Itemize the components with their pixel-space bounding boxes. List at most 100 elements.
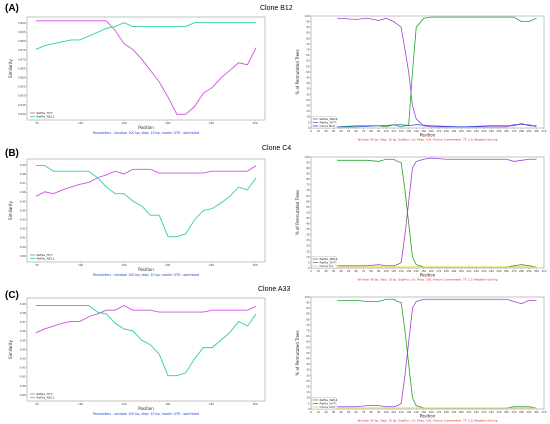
y-tick-label: 40 — [306, 222, 310, 226]
y-tick-label: 70 — [306, 48, 310, 52]
x-tick-label: 80 — [369, 129, 373, 133]
B-bootscan-chart: 0510152025303540455055606570758085909510… — [295, 155, 547, 278]
right-params-caption: Window: 90 bp, Step: 10 bp, GapProc: On,… — [358, 138, 498, 142]
x-tick-label: 20 — [324, 129, 328, 133]
x-tick-label: 90 — [377, 129, 381, 133]
x-tick-label: 290 — [526, 269, 531, 273]
y-tick-label: 35 — [306, 227, 310, 231]
legend-label: RefSe_NZL1 — [37, 115, 55, 119]
y-tick-label: 0.950 — [18, 94, 26, 98]
y-tick-label: 40 — [306, 81, 310, 85]
series-line-refse-h77 — [337, 157, 537, 267]
y-tick-label: 45 — [306, 216, 310, 220]
x-tick-label: 240 — [489, 129, 494, 133]
y-tick-label: 100 — [305, 155, 310, 159]
x-tick-label: 170 — [436, 410, 441, 414]
x-tick-label: 310 — [542, 410, 547, 414]
x-tick-label: 230 — [481, 129, 486, 133]
x-tick-label: 100 — [78, 402, 83, 406]
legend-label: RefSe_H77 — [320, 261, 336, 265]
y-tick-label: 0.93 — [20, 357, 26, 361]
legend-label: RefSe_H77 — [37, 111, 53, 115]
x-tick-label: 160 — [429, 269, 434, 273]
x-tick-label: 170 — [436, 269, 441, 273]
y-tick-label: 100 — [305, 295, 310, 299]
right-params-caption: Window: 90 bp, Step: 10 bp, GapProc: On,… — [358, 278, 498, 282]
x-tick-label: 200 — [459, 269, 464, 273]
legend-label: RefSe_NZL1 — [37, 257, 55, 261]
x-tick-label: 0 — [310, 129, 312, 133]
y-tick-label: 35 — [306, 87, 310, 91]
x-tick-label: 180 — [444, 410, 449, 414]
x-tick-label: 220 — [474, 269, 479, 273]
y-tick-label: 80 — [306, 36, 310, 40]
y-tick-label: 50 — [306, 351, 310, 355]
y-tick-label: 55 — [306, 64, 310, 68]
y-tick-label: 0.955 — [18, 85, 26, 89]
y-tick-label: 35 — [306, 368, 310, 372]
y-tick-label: 0.94 — [20, 208, 26, 212]
x-tick-label: 180 — [444, 129, 449, 133]
x-tick-label: 40 — [339, 129, 343, 133]
y-tick-label: 10 — [306, 396, 310, 400]
x-tick-label: 30 — [332, 410, 336, 414]
x-tick-label: 150 — [421, 269, 426, 273]
y-tick-label: 0.96 — [20, 190, 26, 194]
x-tick-label: 240 — [489, 269, 494, 273]
y-tick-label: 0.99 — [20, 163, 26, 167]
x-tick-label: 200 — [459, 129, 464, 133]
clone-title-c: Clone A33 — [258, 286, 291, 293]
x-tick-label: 190 — [451, 269, 456, 273]
y-tick-label: 0.91 — [20, 375, 26, 379]
x-tick-label: 100 — [78, 121, 83, 125]
y-tick-label: 0.940 — [18, 112, 26, 116]
y-axis-title: Similarity — [8, 200, 13, 220]
y-tick-label: 45 — [306, 357, 310, 361]
x-tick-label: 150 — [421, 129, 426, 133]
y-tick-label: 80 — [306, 177, 310, 181]
x-tick-label: 160 — [429, 129, 434, 133]
legend-box — [311, 256, 337, 269]
x-tick-label: 120 — [399, 269, 404, 273]
x-tick-label: 40 — [339, 410, 343, 414]
x-tick-label: 90 — [377, 269, 381, 273]
y-tick-label: 0.98 — [20, 172, 26, 176]
x-axis-title: Position — [420, 273, 436, 278]
series-line-refse-h77 — [35, 304, 257, 334]
y-tick-label: 95 — [306, 20, 310, 24]
x-tick-label: 60 — [354, 269, 358, 273]
x-tick-label: 50 — [347, 410, 351, 414]
y-tick-label: 0.965 — [18, 66, 26, 70]
y-tick-label: 0.990 — [18, 21, 26, 25]
B-similarity-chart: 0.99 0.98 0.97 0.96 0.95 0.94 0.93 0.92 0.91 0.90… — [8, 158, 266, 272]
panel-letter-b: (B) — [5, 148, 19, 159]
x-tick-label: 290 — [526, 129, 531, 133]
x-tick-label: 180 — [444, 269, 449, 273]
x-tick-label: 120 — [399, 410, 404, 414]
series-line-refse-h77 — [337, 298, 537, 408]
left-params-caption: Parameters - window: 100 bp, step: 10 bp… — [93, 412, 199, 416]
legend-label: RefSe_H77 — [320, 121, 336, 125]
x-tick-label: 220 — [474, 410, 479, 414]
x-tick-label: 250 — [496, 410, 501, 414]
y-tick-label: 0 — [308, 126, 310, 130]
legend-label: RefSe_NZL1 — [320, 398, 338, 402]
y-tick-label: 10 — [306, 115, 310, 119]
x-tick-label: 240 — [489, 410, 494, 414]
y-tick-label: 0.985 — [18, 30, 26, 34]
x-tick-label: 50 — [35, 263, 39, 267]
y-tick-label: 0.975 — [18, 48, 26, 52]
y-tick-label: 90 — [306, 25, 310, 29]
x-tick-label: 60 — [354, 410, 358, 414]
x-tick-label: 220 — [474, 129, 479, 133]
x-axis-title: Position — [420, 414, 436, 419]
y-tick-label: 0 — [308, 266, 310, 270]
x-tick-label: 140 — [414, 269, 419, 273]
legend-label: RefSe_NZL1 — [320, 117, 338, 121]
x-tick-label: 140 — [414, 410, 419, 414]
x-tick-label: 130 — [406, 269, 411, 273]
plot-frame — [310, 156, 545, 269]
y-tick-label: 65 — [306, 53, 310, 57]
